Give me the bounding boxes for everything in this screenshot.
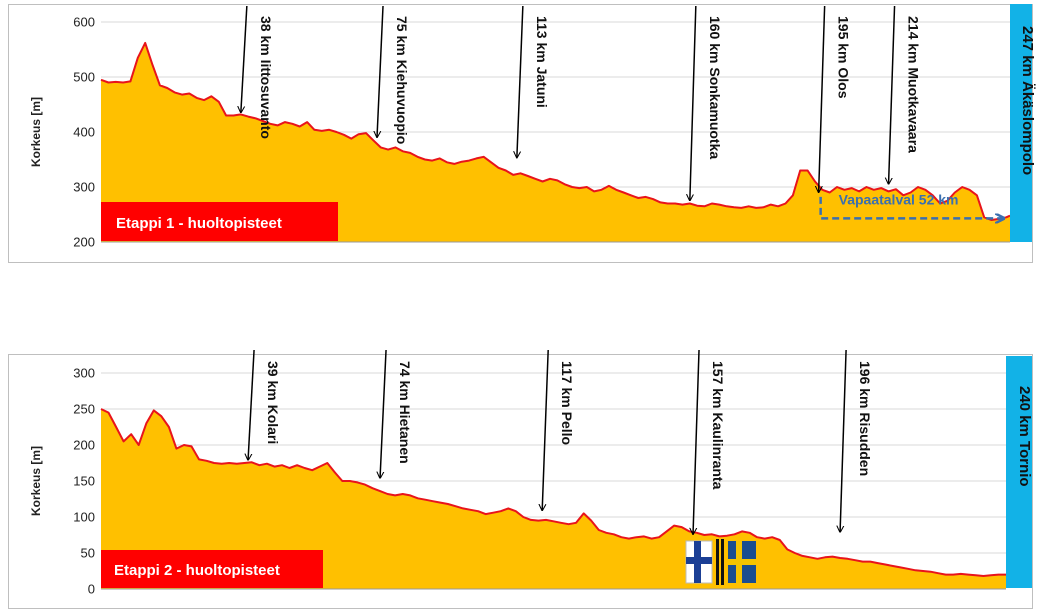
service-point-arrow	[380, 349, 387, 478]
stage-label-box	[101, 550, 323, 588]
stage-label: Etappi 1 - huoltopisteet	[116, 215, 282, 232]
y-tick-label: 250	[73, 402, 95, 417]
stage-label: Etappi 2 - huoltopisteet	[114, 562, 280, 579]
service-point-arrow	[377, 5, 384, 137]
chart-panel-1: 200 300 400 500 600 Korkeus [m] 247 km Äkäslom…	[8, 4, 1036, 263]
y-tick-label: 300	[73, 366, 95, 381]
y-tick-label: 50	[81, 546, 95, 561]
service-point-label: 157 km Kaulinranta	[710, 361, 726, 490]
y-tick-label: 400	[73, 125, 95, 140]
service-point-arrow	[690, 5, 697, 201]
service-point-label: 74 km Hietanen	[397, 361, 413, 464]
service-point-arrow	[840, 349, 847, 532]
service-point-label: 117 km Pello	[559, 361, 575, 445]
y-tick-label: 600	[73, 15, 95, 30]
service-point-label: 195 km Olos	[836, 16, 852, 99]
note-label: Vapaatalval 52 km	[839, 191, 959, 207]
service-point-label: 196 km Risudden	[857, 361, 873, 476]
service-point-label: 39 km Kolari	[265, 361, 281, 444]
y-tick-label: 0	[88, 582, 95, 597]
border-line	[716, 539, 719, 585]
service-point-arrow	[819, 5, 826, 192]
y-tick-label: 100	[73, 510, 95, 525]
y-tick-label: 200	[73, 235, 95, 250]
service-point-arrow	[889, 5, 896, 184]
elevation-line	[100, 41, 1011, 221]
chart-panel-2: 0 50 100 150 200 250 300 Korkeus [m] 240 km Torn…	[8, 349, 1033, 609]
service-point-label: 160 km Sonkamuotka	[707, 16, 723, 159]
service-point-label: 75 km Kiehuvuopio	[394, 16, 410, 144]
elevation-area	[101, 42, 1010, 243]
y-tick-label: 150	[73, 474, 95, 489]
service-point-arrow	[241, 5, 248, 113]
service-point-label: 214 km Muotkavaara	[906, 16, 922, 153]
note-arrow	[819, 196, 1004, 218]
finnish-flag-cross-h	[686, 557, 712, 564]
finish-label: 240 km Tornio	[1016, 386, 1033, 487]
finish-box	[1006, 356, 1032, 588]
service-point-label: 38 km Iittosuvanto	[258, 16, 274, 139]
elevation-area	[101, 409, 1006, 589]
finish-box	[1010, 4, 1032, 242]
finish-label: 247 km Äkäslompolo	[1019, 26, 1036, 175]
service-point-arrow	[693, 349, 700, 534]
stage-label-box	[101, 202, 338, 241]
y-axis-title: Korkeus [m]	[29, 97, 43, 167]
service-point-arrow	[248, 349, 255, 460]
swedish-flag-cross-h	[728, 559, 756, 565]
y-tick-label: 500	[73, 70, 95, 85]
service-point-label: 113 km Jatuni	[534, 16, 550, 108]
y-tick-label: 200	[73, 438, 95, 453]
y-tick-label: 300	[73, 180, 95, 195]
border-line	[721, 539, 724, 585]
y-axis-title: Korkeus [m]	[29, 446, 43, 516]
service-point-arrow	[542, 349, 549, 510]
elevation-line	[100, 408, 1006, 577]
service-point-arrow	[517, 5, 524, 158]
